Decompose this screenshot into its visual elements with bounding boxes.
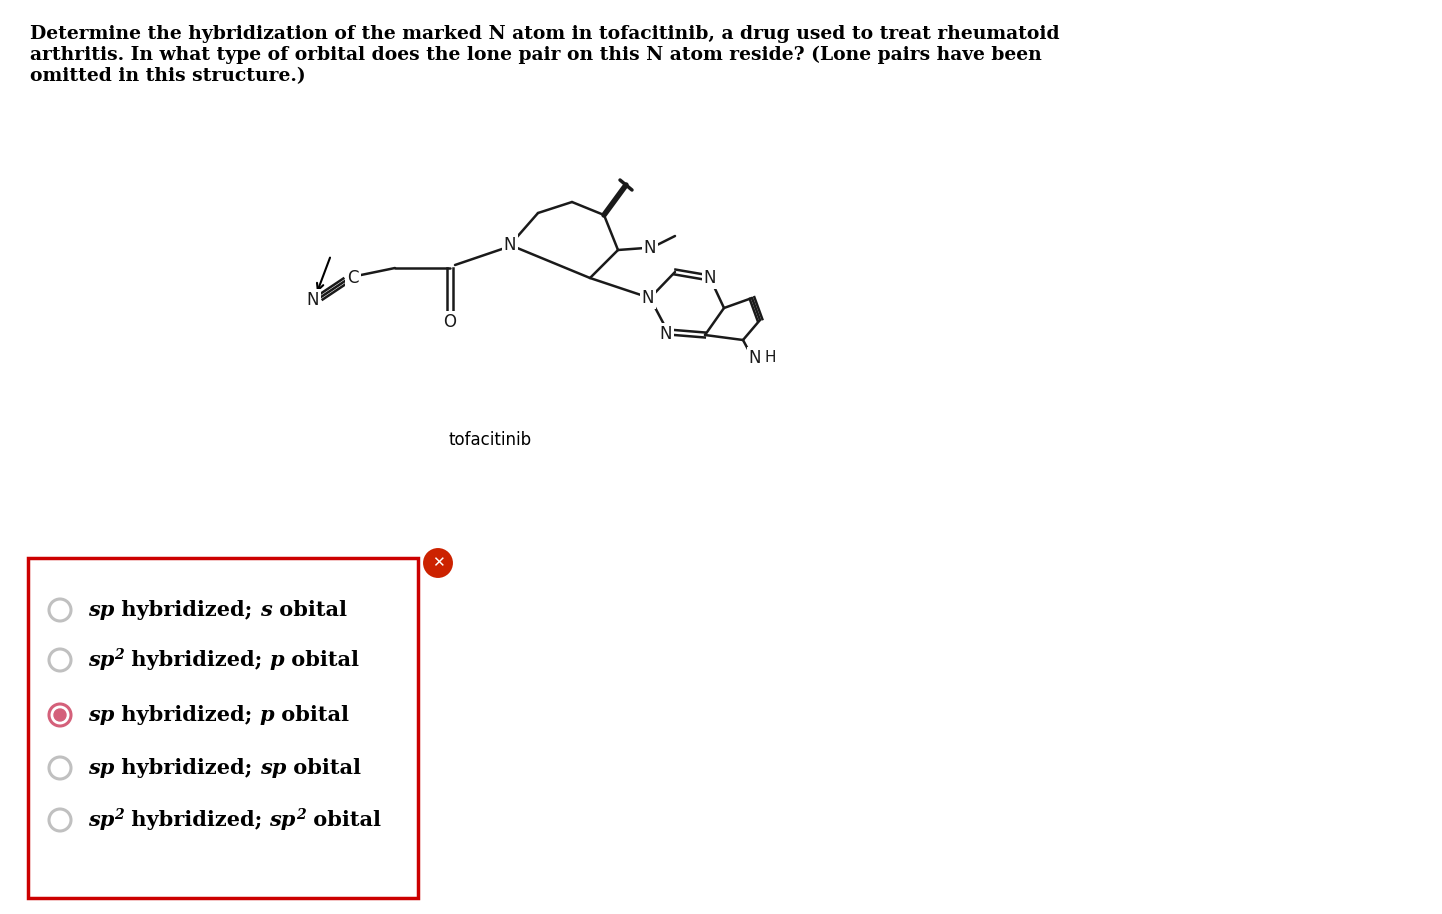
Text: sp: sp: [88, 600, 114, 620]
Text: 2: 2: [114, 808, 124, 822]
Text: hybridized;: hybridized;: [114, 705, 260, 725]
Text: obital: obital: [287, 758, 362, 778]
Text: ✕: ✕: [431, 556, 444, 570]
Text: N: N: [643, 239, 656, 257]
Text: H: H: [766, 350, 776, 366]
Text: C: C: [348, 269, 359, 287]
Text: O: O: [444, 313, 457, 331]
Text: sp: sp: [88, 705, 114, 725]
Text: N: N: [503, 236, 516, 254]
Text: N: N: [642, 289, 655, 307]
Text: N: N: [748, 349, 761, 367]
Text: 2: 2: [296, 808, 306, 822]
Circle shape: [49, 599, 71, 621]
Text: sp: sp: [88, 810, 114, 830]
Text: hybridized;: hybridized;: [124, 810, 270, 830]
Text: 2: 2: [114, 648, 124, 662]
Text: obital: obital: [274, 705, 349, 725]
Text: N: N: [660, 325, 672, 343]
Circle shape: [49, 809, 71, 831]
Text: obital: obital: [271, 600, 346, 620]
Text: N: N: [704, 269, 717, 287]
Text: s: s: [260, 600, 271, 620]
Text: sp: sp: [260, 758, 287, 778]
Bar: [27, 558, 418, 898]
Text: sp: sp: [88, 650, 114, 670]
Text: sp: sp: [270, 810, 296, 830]
Text: hybridized;: hybridized;: [114, 758, 260, 778]
Text: p: p: [270, 650, 284, 670]
Text: hybridized;: hybridized;: [124, 650, 270, 670]
Text: sp: sp: [88, 758, 114, 778]
Circle shape: [423, 547, 454, 579]
Circle shape: [49, 649, 71, 671]
Text: hybridized;: hybridized;: [114, 600, 260, 620]
Text: obital: obital: [284, 650, 359, 670]
Text: tofacitinib: tofacitinib: [448, 431, 532, 449]
Text: obital: obital: [306, 810, 381, 830]
Circle shape: [53, 709, 66, 721]
Text: N: N: [307, 291, 319, 309]
Text: p: p: [260, 705, 274, 725]
Circle shape: [49, 704, 71, 726]
Text: Determine the hybridization of the marked N atom in tofacitinib, a drug used to : Determine the hybridization of the marke…: [30, 25, 1060, 85]
Circle shape: [49, 757, 71, 779]
